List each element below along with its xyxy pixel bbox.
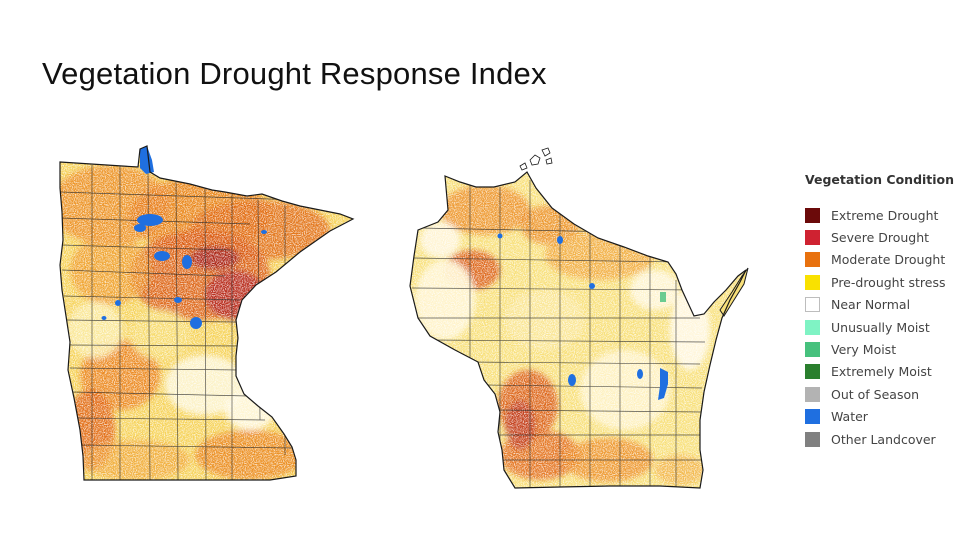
legend-swatch xyxy=(805,431,820,447)
legend-label: Extreme Drought xyxy=(831,207,939,223)
legend-label: Extremely Moist xyxy=(831,364,932,380)
legend-item: Severe Drought xyxy=(805,226,955,248)
legend-item: Extreme Drought xyxy=(805,204,955,226)
slide-title: Vegetation Drought Response Index xyxy=(42,56,547,91)
legend-swatch xyxy=(805,319,820,335)
legend-swatch xyxy=(805,274,820,290)
legend-label: Water xyxy=(831,409,868,425)
legend-swatch xyxy=(805,252,820,268)
legend-item: Unusually Moist xyxy=(805,316,955,338)
legend-swatch xyxy=(805,364,820,380)
legend-item: Extremely Moist xyxy=(805,361,955,383)
legend-item: Water xyxy=(805,406,955,428)
minnesota-map xyxy=(59,145,355,481)
legend: Vegetation Condition Extreme Drought Seve… xyxy=(805,172,955,450)
legend-item: Other Landcover xyxy=(805,428,955,450)
legend-label: Severe Drought xyxy=(831,230,930,246)
legend-label: Out of Season xyxy=(831,386,920,402)
legend-title: Vegetation Condition xyxy=(805,172,955,187)
legend-label: Pre-drought stress xyxy=(831,274,946,290)
legend-item: Moderate Drought xyxy=(805,249,955,271)
wisconsin-map xyxy=(409,147,749,489)
legend-swatch xyxy=(805,207,820,223)
legend-swatch xyxy=(805,297,820,313)
legend-swatch xyxy=(805,386,820,402)
legend-label: Moderate Drought xyxy=(831,252,946,268)
legend-item: Very Moist xyxy=(805,338,955,360)
legend-label: Other Landcover xyxy=(831,431,936,447)
legend-swatch xyxy=(805,230,820,246)
legend-label: Near Normal xyxy=(831,297,911,313)
legend-item: Out of Season xyxy=(805,383,955,405)
legend-item: Pre-drought stress xyxy=(805,271,955,293)
legend-swatch xyxy=(805,342,820,358)
legend-label: Unusually Moist xyxy=(831,319,930,335)
legend-label: Very Moist xyxy=(831,342,897,358)
legend-item: Near Normal xyxy=(805,294,955,316)
legend-swatch xyxy=(805,409,820,425)
legend-items: Extreme Drought Severe Drought Moderate Dr… xyxy=(805,204,955,450)
